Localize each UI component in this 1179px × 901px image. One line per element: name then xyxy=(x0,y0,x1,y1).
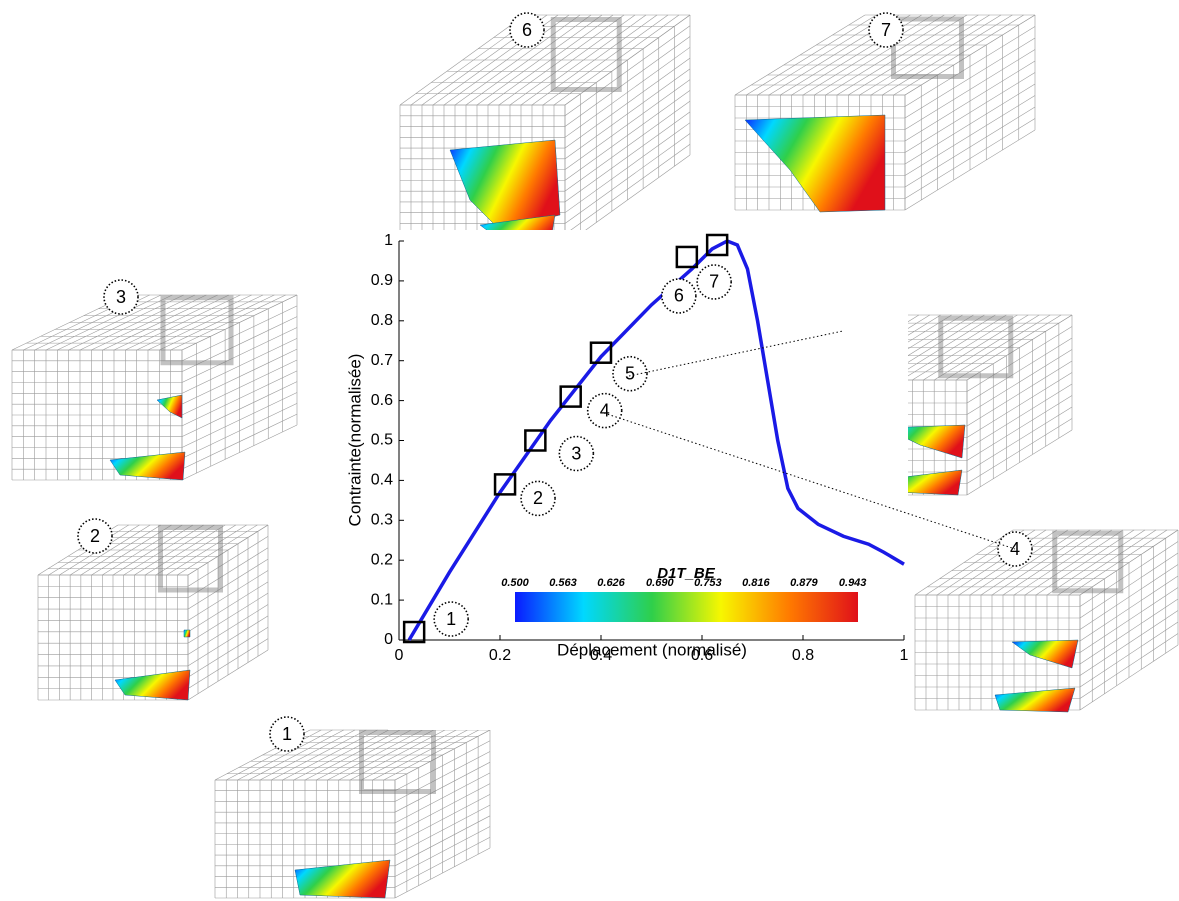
support-block xyxy=(938,315,1014,379)
y-tick-label: 0.5 xyxy=(371,432,393,449)
support-block xyxy=(160,295,234,366)
marker xyxy=(675,245,699,269)
snapshot: 1 xyxy=(214,716,491,899)
label-circle xyxy=(433,601,469,637)
leader-line xyxy=(628,330,844,377)
y-tick-label: 1 xyxy=(384,232,393,249)
colorbar-tick-label: 0.690 xyxy=(646,577,674,589)
label-circle xyxy=(509,12,545,48)
snapshot: 7 xyxy=(734,12,1036,213)
marker-label: 6 xyxy=(674,286,684,306)
y-axis-label: Contrainte(normalisée) xyxy=(345,354,364,527)
colorbar-tick-label: 0.943 xyxy=(839,577,867,589)
colorbar-tick-label: 0.879 xyxy=(790,577,818,589)
label-circle xyxy=(558,435,595,472)
y-tick-label: 0.9 xyxy=(371,272,393,289)
marker-label: 3 xyxy=(571,443,581,463)
colorbar-tick-label: 0.816 xyxy=(742,577,770,589)
snapshot-label: 7 xyxy=(881,20,891,40)
support-block xyxy=(550,17,622,92)
y-tick-label: 0 xyxy=(384,631,393,648)
x-axis-label: Déplacement (normalisé) xyxy=(557,640,747,659)
marker-label: 2 xyxy=(533,488,543,508)
colorbar-title: D1T_BE xyxy=(657,565,716,582)
damage-zone xyxy=(156,394,183,419)
label-circle xyxy=(868,12,904,48)
label-circle xyxy=(661,278,697,314)
curve xyxy=(407,239,905,641)
leader-line xyxy=(603,412,1016,550)
y-tick-label: 0.2 xyxy=(371,551,393,568)
marker-label: 7 xyxy=(709,272,719,292)
snapshot-label: 2 xyxy=(90,526,100,546)
damage-zone xyxy=(1011,639,1079,669)
damage-zone xyxy=(109,451,186,481)
x-tick-label: 0.2 xyxy=(489,647,511,664)
marker xyxy=(559,385,582,408)
marker xyxy=(524,429,547,452)
colorbar xyxy=(515,592,858,622)
damage-zone xyxy=(744,114,886,213)
colorbar-tick-label: 0.753 xyxy=(694,577,722,589)
snapshot: 6 xyxy=(399,12,691,246)
y-tick-label: 0.8 xyxy=(371,312,393,329)
x-tick-label: 0.8 xyxy=(792,647,814,664)
support-block xyxy=(891,16,964,79)
y-tick-label: 0.7 xyxy=(371,352,393,369)
snapshot-label: 1 xyxy=(282,724,292,744)
damage-zone xyxy=(183,629,191,638)
x-tick-label: 1 xyxy=(900,647,909,664)
y-tick-label: 0.3 xyxy=(371,512,393,529)
snapshot-label: 3 xyxy=(116,287,126,307)
snapshot-label: 6 xyxy=(522,20,532,40)
y-tick-label: 0.4 xyxy=(371,472,393,489)
label-circle xyxy=(520,480,556,517)
marker-label: 5 xyxy=(625,363,635,383)
support-block xyxy=(1052,530,1124,594)
marker xyxy=(402,620,426,644)
marker xyxy=(589,341,613,364)
y-tick-label: 0.6 xyxy=(371,392,393,409)
x-tick-label: 0.6 xyxy=(691,647,713,664)
x-tick-label: 0 xyxy=(395,647,404,664)
colorbar-tick-label: 0.563 xyxy=(549,577,577,589)
marker-label: 4 xyxy=(600,400,610,420)
plot-background xyxy=(388,230,908,730)
label-circle xyxy=(269,716,305,752)
damage-zone xyxy=(294,859,391,899)
y-tick-label: 0.1 xyxy=(371,591,393,608)
snapshot: 4 xyxy=(914,529,1179,713)
label-circle xyxy=(103,279,139,315)
support-block xyxy=(158,525,223,593)
label-circle xyxy=(696,264,732,300)
label-circle xyxy=(612,355,648,392)
support-block xyxy=(359,730,436,794)
marker xyxy=(493,473,517,496)
snapshot: 2 xyxy=(37,518,269,701)
colorbar-tick-label: 0.500 xyxy=(501,577,529,589)
marker xyxy=(705,233,729,257)
damage-zone xyxy=(994,687,1076,713)
label-circle xyxy=(77,518,113,554)
colorbar-tick-label: 0.626 xyxy=(597,577,625,589)
x-tick-label: 0.4 xyxy=(590,647,612,664)
snapshot: 3 xyxy=(11,279,298,481)
damage-zone xyxy=(114,669,191,701)
label-circle xyxy=(586,392,623,429)
marker-label: 1 xyxy=(446,609,456,629)
